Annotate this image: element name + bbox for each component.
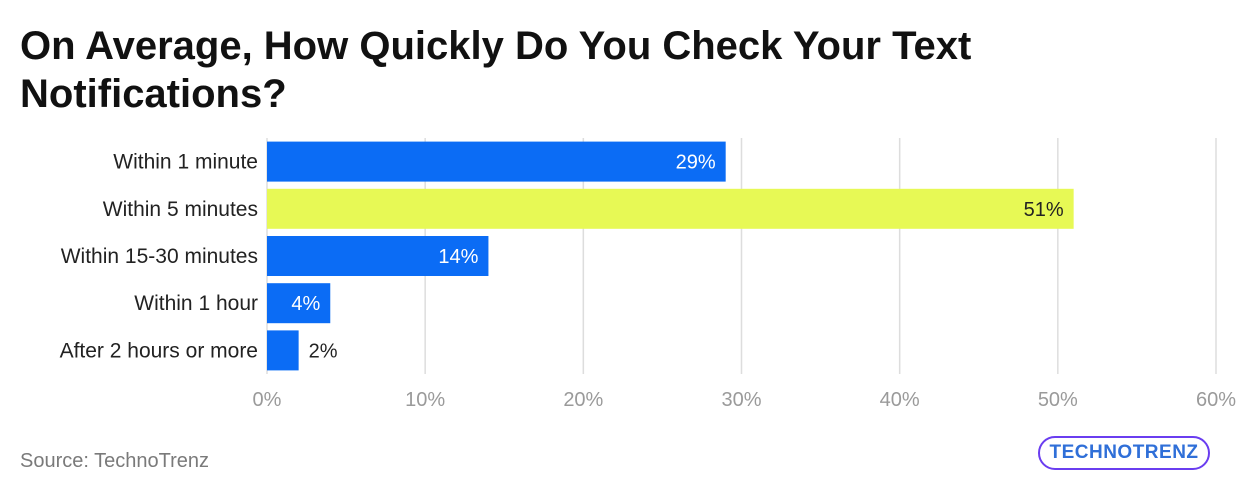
bar	[267, 236, 489, 276]
bar	[267, 283, 331, 324]
data-label: 2%	[309, 340, 338, 362]
data-label: 51%	[1024, 199, 1064, 221]
category-labels: Within 1 minute Within 5 minutes Within 15…	[60, 151, 258, 363]
data-label: 14%	[438, 246, 478, 268]
data-labels: 29% 51% 14% 4% 2%	[291, 152, 1064, 363]
x-tick-label: 60%	[1196, 389, 1236, 411]
x-axis-tick-labels: 0% 10% 20% 30% 40% 50% 60%	[253, 389, 1237, 411]
data-label: 4%	[291, 293, 320, 315]
data-label: 29%	[676, 152, 716, 174]
x-tick-label: 0%	[253, 389, 282, 411]
bar	[267, 141, 726, 182]
category-label: Within 1 minute	[113, 151, 258, 174]
chart-title: On Average, How Quickly Do You Check You…	[20, 24, 972, 116]
x-tick-label: 20%	[563, 389, 603, 411]
category-label: Within 15-30 minutes	[61, 245, 258, 268]
category-label: Within 5 minutes	[103, 198, 258, 221]
category-label: Within 1 hour	[134, 292, 258, 315]
x-tick-label: 10%	[405, 389, 445, 411]
bars	[267, 141, 1074, 371]
x-tick-label: 30%	[721, 389, 761, 411]
source-note: Source: TechnoTrenz	[20, 450, 209, 472]
bar	[267, 330, 299, 371]
x-tick-label: 40%	[880, 389, 920, 411]
technotrenz-logo: TECHNOTRENZ	[1038, 436, 1210, 470]
category-label: After 2 hours or more	[60, 339, 258, 362]
logo-text: TECHNOTRENZ	[1049, 442, 1199, 463]
bar	[267, 188, 1074, 229]
x-tick-label: 50%	[1038, 389, 1078, 411]
